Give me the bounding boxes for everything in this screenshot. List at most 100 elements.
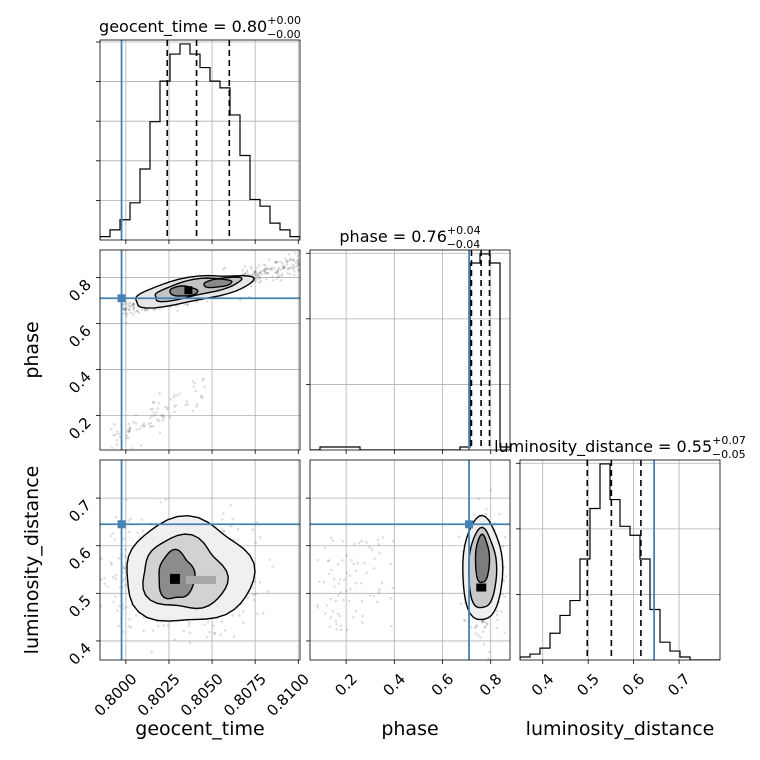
s32-pt-549 <box>330 536 333 540</box>
s21-pt-477 <box>192 385 196 388</box>
s21-pt-79 <box>140 308 144 311</box>
s21-pt-399 <box>122 308 126 311</box>
s32-xtick-label-3: 0.8 <box>476 670 506 700</box>
s32-xtick-label-0: 0.2 <box>331 670 361 700</box>
s21-pt-475 <box>151 407 155 411</box>
s21-pt-426 <box>168 415 172 419</box>
s21-pt-446 <box>125 436 128 440</box>
s21-contour-inner-b <box>203 278 233 289</box>
s21-pt-442 <box>191 409 195 413</box>
s21-pt-112 <box>277 274 280 278</box>
geocent-hist-frame <box>99 39 301 241</box>
s21-pt-411 <box>245 271 249 274</box>
s21-ytick-label-1: 0.4 <box>65 368 95 398</box>
s21-pt-23 <box>152 308 155 312</box>
s31-pt-628 <box>121 607 125 610</box>
s21-pt-180 <box>273 266 276 270</box>
s21-pt-175 <box>258 272 261 275</box>
s32-pt-526 <box>354 582 358 585</box>
s31-pt-0 <box>76 537 79 540</box>
s21-pt-491 <box>128 429 131 433</box>
s32-pt-577 <box>316 606 320 609</box>
s21-pt-354 <box>263 270 267 274</box>
s32-pt-501 <box>334 599 338 603</box>
s31-pt-264 <box>128 624 131 628</box>
s32-pt-564 <box>365 571 369 575</box>
s21-pt-405 <box>264 267 267 270</box>
s31-pt-428 <box>129 626 133 629</box>
s21-pt-454 <box>176 394 179 397</box>
s31-ytick-label-3: 0.7 <box>65 496 95 526</box>
s21-pt-98 <box>258 271 262 275</box>
s21-pt-239 <box>238 299 242 302</box>
s31-xtick-label-2: 0.8050 <box>177 670 227 720</box>
s31-pt-406 <box>268 558 271 561</box>
s21-pt-318 <box>275 261 278 264</box>
s21-pt-304 <box>222 268 225 271</box>
s21-pt-189 <box>296 258 300 262</box>
s21-pt-93 <box>145 308 148 312</box>
s31-pt-216 <box>125 498 128 502</box>
s32-pt-487 <box>503 595 506 599</box>
s21-pt-498 <box>140 424 144 428</box>
s31-pt-531 <box>206 620 210 624</box>
s21-pt-143 <box>281 262 284 265</box>
s21-pt-485 <box>152 411 155 415</box>
s31-xtick-label-1: 0.8025 <box>134 670 184 720</box>
dist-hist-group <box>520 460 720 660</box>
s31-pt-694 <box>114 574 118 577</box>
s31-pt-597 <box>188 641 192 645</box>
s32-pt-532 <box>325 604 329 607</box>
s32-pt-207 <box>503 535 507 539</box>
s31-pt-104 <box>251 586 255 589</box>
s32-pt-533 <box>338 614 342 618</box>
s21-pt-460 <box>115 438 118 442</box>
s32-pt-190 <box>486 623 489 626</box>
s21-pt-335 <box>292 258 295 261</box>
s21-pt-148 <box>287 267 290 270</box>
s21-peak <box>184 286 193 295</box>
s21-pt-29 <box>260 269 263 273</box>
s32-pt-560 <box>376 538 380 541</box>
s32-frame <box>309 459 511 661</box>
dist-hist-title-main: luminosity_distance = 0.55 <box>494 437 712 457</box>
s32-pt-569 <box>380 581 384 585</box>
s21-pt-137 <box>124 308 128 312</box>
s21-pt-119 <box>121 306 125 309</box>
s32-pt-563 <box>353 542 356 546</box>
s21-pt-306 <box>270 266 274 270</box>
x-axis-label-phase: phase <box>381 718 438 740</box>
s21-pt-261 <box>259 279 263 283</box>
s21-pt-440 <box>169 397 172 401</box>
s21-pt-494 <box>128 430 131 434</box>
s32-pt-88 <box>483 625 487 628</box>
s32-pt-529 <box>327 559 331 562</box>
s32-pt-506 <box>352 616 355 619</box>
s31-pt-572 <box>123 577 126 581</box>
s21-pt-480 <box>146 422 150 426</box>
s32-pt-567 <box>357 541 361 545</box>
s31-pt-513 <box>129 517 132 521</box>
s21-pt-438 <box>126 430 129 433</box>
s21-pt-181 <box>281 267 285 270</box>
s31-xtick-label-0: 0.8000 <box>91 670 141 720</box>
s21-pt-507 <box>115 430 119 433</box>
s21-pt-482 <box>166 406 169 409</box>
s31-pt-66 <box>208 630 212 634</box>
s32-pt-507 <box>345 589 348 593</box>
s32-pt-422 <box>488 650 491 654</box>
s21-pt-37 <box>281 264 285 268</box>
s32-pt-578 <box>339 628 343 632</box>
dist-hist-xtick-label-1: 0.5 <box>573 670 603 700</box>
s32-pt-171 <box>483 621 487 624</box>
s31-pt-271 <box>117 624 121 628</box>
s32-pt-18 <box>495 613 499 617</box>
s21-pt-204 <box>289 257 292 260</box>
s31-pt-59 <box>127 519 130 523</box>
s21-pt-501 <box>162 416 166 419</box>
s31-xtick-label-4: 0.8100 <box>263 670 313 720</box>
s31-pt-89 <box>246 596 250 600</box>
s21-pt-166 <box>274 270 278 274</box>
phase-hist-steps <box>310 253 510 450</box>
